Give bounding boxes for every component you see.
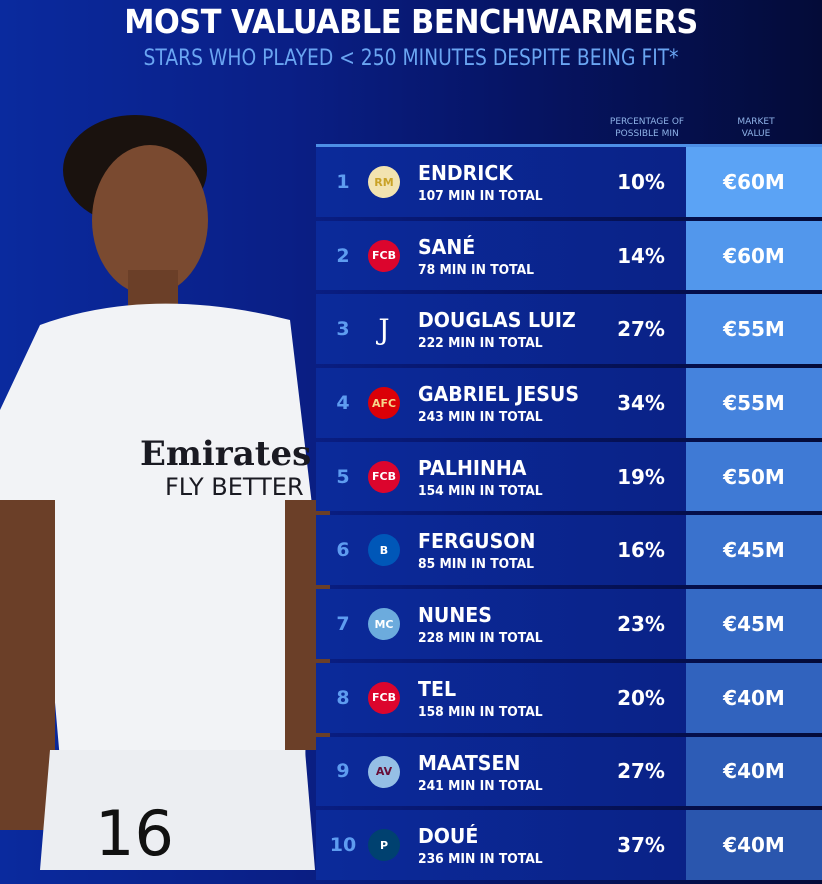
minutes-played: 241 MIN IN TOTAL bbox=[418, 778, 543, 794]
player-name: TEL bbox=[418, 676, 457, 701]
minutes-played: 158 MIN IN TOTAL bbox=[418, 704, 543, 720]
psg-crest-icon: P bbox=[368, 829, 400, 862]
market-value: €40M bbox=[686, 662, 822, 733]
market-value: €55M bbox=[686, 294, 822, 365]
market-value: €60M bbox=[686, 220, 822, 291]
brighton-crest-icon: B bbox=[368, 534, 400, 567]
table-row: 4 AFC GABRIEL JESUS 243 MIN IN TOTAL 34%… bbox=[316, 368, 822, 438]
aston-villa-crest-icon: AV bbox=[368, 755, 400, 788]
player-name: NUNES bbox=[418, 603, 492, 628]
player-name: ENDRICK bbox=[418, 161, 514, 185]
player-name: MAATSEN bbox=[418, 750, 521, 775]
minutes-played: 236 MIN IN TOTAL bbox=[418, 852, 543, 868]
rank: 8 bbox=[336, 686, 350, 709]
player-name: GABRIEL JESUS bbox=[418, 382, 580, 407]
player-name: FERGUSON bbox=[418, 529, 536, 554]
rank: 4 bbox=[336, 391, 350, 414]
bayern-munich-crest-icon: FCB bbox=[368, 681, 400, 714]
percentage-value: 14% bbox=[617, 243, 665, 268]
rank: 10 bbox=[329, 834, 357, 857]
header-market-value: MARKET VALUE bbox=[737, 117, 775, 139]
table-row: 8 FCB TEL 158 MIN IN TOTAL 20% €40M bbox=[316, 662, 822, 733]
percentage-value: 20% bbox=[617, 685, 665, 710]
player-name: DOUÉ bbox=[418, 824, 479, 849]
table-row: 3 J DOUGLAS LUIZ 222 MIN IN TOTAL 27% €5… bbox=[316, 294, 822, 365]
market-value: €45M bbox=[686, 515, 822, 586]
minutes-played: 243 MIN IN TOTAL bbox=[418, 410, 543, 426]
shirt-number: 16 bbox=[95, 797, 174, 870]
rank: 3 bbox=[336, 318, 350, 341]
rank: 7 bbox=[336, 612, 350, 635]
page-title: MOST VALUABLE BENCHWARMERS bbox=[124, 2, 698, 41]
minutes-played: 107 MIN IN TOTAL bbox=[418, 189, 543, 204]
rank: 1 bbox=[336, 170, 350, 193]
minutes-played: 154 MIN IN TOTAL bbox=[418, 483, 543, 499]
player-photo: Emirates FLY BETTER 16 bbox=[0, 115, 330, 870]
rankings-table: 1 RM ENDRICK 107 MIN IN TOTAL 10% €60M 2 … bbox=[316, 144, 822, 884]
market-value: €45M bbox=[686, 589, 822, 659]
percentage-value: 27% bbox=[617, 759, 665, 784]
minutes-played: 85 MIN IN TOTAL bbox=[418, 557, 535, 573]
table-row: 5 FCB PALHINHA 154 MIN IN TOTAL 19% €50M bbox=[316, 441, 822, 512]
percentage-value: 23% bbox=[617, 611, 665, 636]
percentage-value: 27% bbox=[617, 317, 665, 342]
bayern-munich-crest-icon: FCB bbox=[368, 460, 400, 493]
table-row: 6 B FERGUSON 85 MIN IN TOTAL 16% €45M bbox=[316, 515, 822, 586]
percentage-value: 37% bbox=[617, 833, 665, 858]
market-value: €50M bbox=[686, 441, 822, 512]
juventus-crest-icon: J bbox=[378, 312, 390, 346]
percentage-value: 16% bbox=[617, 538, 665, 563]
percentage-value: 19% bbox=[617, 464, 665, 489]
shirt-slogan: FLY BETTER bbox=[165, 473, 304, 501]
table-row: 9 AV MAATSEN 241 MIN IN TOTAL 27% €40M bbox=[316, 736, 822, 807]
header-percentage: PERCENTAGE OF POSSIBLE MIN bbox=[609, 117, 685, 139]
real-madrid-crest-icon: RM bbox=[368, 166, 400, 198]
table-row: 7 MC NUNES 228 MIN IN TOTAL 23% €45M bbox=[316, 589, 822, 659]
rank: 6 bbox=[336, 539, 350, 562]
rank: 2 bbox=[336, 244, 350, 267]
shirt-sponsor: Emirates bbox=[140, 434, 311, 474]
rank: 5 bbox=[336, 465, 350, 488]
manchester-city-crest-icon: MC bbox=[368, 608, 400, 641]
market-value: €40M bbox=[686, 736, 822, 807]
market-value: €40M bbox=[686, 810, 822, 880]
percentage-value: 34% bbox=[617, 390, 665, 415]
player-name: DOUGLAS LUIZ bbox=[418, 308, 576, 333]
percentage-value: 10% bbox=[617, 169, 665, 194]
player-name: SANÉ bbox=[418, 234, 476, 259]
market-value: €60M bbox=[686, 147, 822, 217]
market-value: €55M bbox=[686, 368, 822, 438]
table-row: 10 P DOUÉ 236 MIN IN TOTAL 37% €40M bbox=[316, 810, 822, 880]
player-name: PALHINHA bbox=[418, 455, 527, 480]
table-row: 1 RM ENDRICK 107 MIN IN TOTAL 10% €60M bbox=[316, 147, 822, 217]
table-row: 2 FCB SANÉ 78 MIN IN TOTAL 14% €60M bbox=[316, 220, 822, 291]
arsenal-crest-icon: AFC bbox=[368, 387, 400, 420]
minutes-played: 228 MIN IN TOTAL bbox=[418, 631, 543, 647]
page-subtitle: STARS WHO PLAYED < 250 MINUTES DESPITE B… bbox=[143, 46, 679, 71]
rank: 9 bbox=[336, 760, 350, 783]
minutes-played: 78 MIN IN TOTAL bbox=[418, 262, 535, 278]
minutes-played: 222 MIN IN TOTAL bbox=[418, 336, 543, 352]
bayern-munich-crest-icon: FCB bbox=[368, 239, 400, 272]
